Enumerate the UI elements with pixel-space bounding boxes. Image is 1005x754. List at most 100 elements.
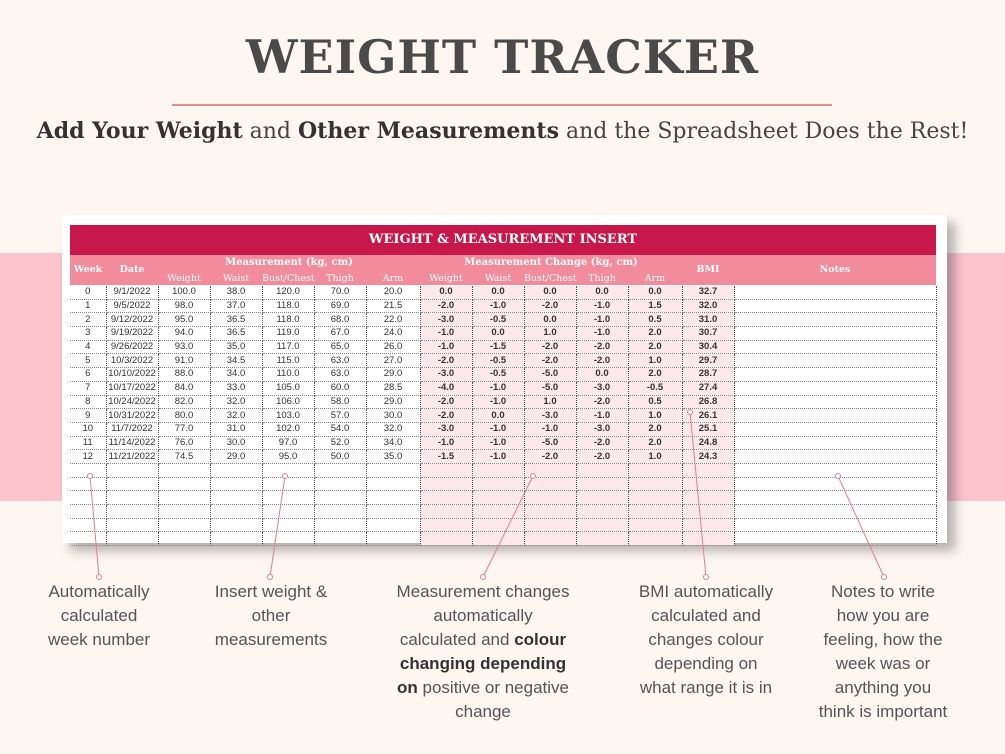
change-cell[interactable]: 1.0 bbox=[628, 408, 683, 423]
week-cell[interactable] bbox=[70, 518, 107, 533]
measurement-cell[interactable] bbox=[366, 518, 421, 533]
bmi-cell[interactable]: 29.7 bbox=[682, 353, 735, 369]
notes-cell[interactable] bbox=[734, 286, 937, 300]
change-cell[interactable] bbox=[472, 504, 525, 519]
bmi-cell[interactable]: 24.8 bbox=[682, 436, 735, 451]
measurement-cell[interactable] bbox=[366, 477, 421, 492]
change-cell[interactable] bbox=[628, 504, 683, 519]
measurement-cell[interactable] bbox=[210, 531, 263, 547]
change-cell[interactable]: -5.0 bbox=[524, 436, 577, 451]
change-cell[interactable] bbox=[472, 463, 525, 478]
week-cell[interactable] bbox=[70, 490, 107, 505]
change-cell[interactable]: -2.0 bbox=[524, 449, 577, 464]
week-cell[interactable]: 6 bbox=[70, 367, 107, 382]
change-cell[interactable] bbox=[420, 490, 473, 505]
measurement-cell[interactable]: 118.0 bbox=[262, 312, 315, 328]
change-cell[interactable]: -1.0 bbox=[472, 449, 525, 464]
measurement-cell[interactable]: 50.0 bbox=[314, 449, 367, 464]
bmi-cell[interactable]: 26.1 bbox=[682, 408, 735, 423]
notes-cell[interactable] bbox=[734, 408, 937, 423]
measurement-cell[interactable]: 69.0 bbox=[314, 299, 367, 314]
measurement-cell[interactable]: 118.0 bbox=[262, 299, 315, 314]
notes-cell[interactable] bbox=[734, 504, 937, 519]
date-cell[interactable]: 10/24/2022 bbox=[106, 395, 159, 410]
measurement-cell[interactable] bbox=[158, 531, 211, 547]
change-cell[interactable]: -5.0 bbox=[524, 367, 577, 382]
change-cell[interactable]: -2.0 bbox=[576, 436, 629, 451]
change-cell[interactable]: -1.5 bbox=[420, 449, 473, 464]
measurement-cell[interactable]: 95.0 bbox=[262, 449, 315, 464]
change-cell[interactable]: 0.0 bbox=[472, 286, 525, 300]
week-cell[interactable] bbox=[70, 477, 107, 492]
week-cell[interactable]: 11 bbox=[70, 436, 107, 451]
header-notes[interactable]: Notes bbox=[819, 264, 851, 275]
bmi-cell[interactable] bbox=[682, 490, 735, 505]
notes-cell[interactable] bbox=[734, 531, 937, 547]
measurement-cell[interactable]: 58.0 bbox=[314, 395, 367, 410]
measurement-cell[interactable] bbox=[262, 463, 315, 478]
change-cell[interactable]: -1.0 bbox=[576, 312, 629, 328]
measurement-cell[interactable] bbox=[314, 531, 367, 547]
date-cell[interactable] bbox=[106, 531, 159, 547]
measurement-cell[interactable] bbox=[314, 477, 367, 492]
measurement-cell[interactable]: 82.0 bbox=[158, 395, 211, 410]
bmi-cell[interactable]: 32.7 bbox=[682, 286, 735, 300]
change-cell[interactable]: 1.5 bbox=[628, 299, 683, 314]
change-cell[interactable]: -2.0 bbox=[524, 353, 577, 369]
measurement-cell[interactable]: 93.0 bbox=[158, 340, 211, 355]
measurement-cell[interactable]: 31.0 bbox=[210, 422, 263, 437]
bmi-cell[interactable]: 32.0 bbox=[682, 299, 735, 314]
bmi-cell[interactable] bbox=[682, 518, 735, 533]
measurement-cell[interactable]: 30.0 bbox=[366, 408, 421, 423]
change-cell[interactable] bbox=[576, 490, 629, 505]
measurement-cell[interactable]: 63.0 bbox=[314, 353, 367, 369]
change-cell[interactable]: 0.0 bbox=[576, 286, 629, 300]
measurement-cell[interactable]: 21.5 bbox=[366, 299, 421, 314]
measurement-cell[interactable] bbox=[262, 518, 315, 533]
notes-cell[interactable] bbox=[734, 463, 937, 478]
measurement-cell[interactable]: 30.0 bbox=[210, 436, 263, 451]
week-cell[interactable]: 3 bbox=[70, 326, 107, 341]
measurement-cell[interactable]: 97.0 bbox=[262, 436, 315, 451]
change-cell[interactable] bbox=[420, 477, 473, 492]
change-cell[interactable] bbox=[576, 518, 629, 533]
change-cell[interactable]: 0.0 bbox=[524, 286, 577, 300]
date-cell[interactable]: 9/26/2022 bbox=[106, 340, 159, 355]
measurement-cell[interactable]: 65.0 bbox=[314, 340, 367, 355]
change-cell[interactable] bbox=[576, 477, 629, 492]
measurement-cell[interactable]: 34.0 bbox=[210, 367, 263, 382]
change-cell[interactable]: -3.0 bbox=[420, 367, 473, 382]
measurement-cell[interactable]: 70.0 bbox=[314, 286, 367, 300]
date-cell[interactable] bbox=[106, 518, 159, 533]
change-cell[interactable]: -3.0 bbox=[576, 422, 629, 437]
change-cell[interactable] bbox=[472, 518, 525, 533]
change-cell[interactable]: -2.0 bbox=[524, 340, 577, 355]
measurement-cell[interactable] bbox=[210, 518, 263, 533]
measurement-cell[interactable]: 37.0 bbox=[210, 299, 263, 314]
change-cell[interactable] bbox=[472, 531, 525, 547]
notes-cell[interactable] bbox=[734, 340, 937, 355]
change-cell[interactable]: 2.0 bbox=[628, 367, 683, 382]
measurement-cell[interactable]: 120.0 bbox=[262, 286, 315, 300]
measurement-cell[interactable]: 117.0 bbox=[262, 340, 315, 355]
measurement-cell[interactable] bbox=[210, 463, 263, 478]
change-cell[interactable] bbox=[524, 477, 577, 492]
measurement-cell[interactable]: 91.0 bbox=[158, 353, 211, 369]
header-bmi[interactable]: BMI bbox=[696, 264, 720, 275]
measurement-cell[interactable] bbox=[158, 490, 211, 505]
bmi-cell[interactable]: 28.7 bbox=[682, 367, 735, 382]
measurement-cell[interactable] bbox=[314, 463, 367, 478]
change-cell[interactable]: -1.0 bbox=[472, 395, 525, 410]
bmi-cell[interactable]: 25.1 bbox=[682, 422, 735, 437]
measurement-cell[interactable]: 28.5 bbox=[366, 381, 421, 396]
measurement-cell[interactable]: 98.0 bbox=[158, 299, 211, 314]
measurement-cell[interactable]: 115.0 bbox=[262, 353, 315, 369]
measurement-cell[interactable]: 32.0 bbox=[366, 422, 421, 437]
change-cell[interactable]: -1.0 bbox=[576, 408, 629, 423]
change-cell[interactable]: 0.5 bbox=[628, 395, 683, 410]
change-cell[interactable] bbox=[420, 531, 473, 547]
date-cell[interactable]: 11/7/2022 bbox=[106, 422, 159, 437]
measurement-cell[interactable]: 103.0 bbox=[262, 408, 315, 423]
notes-cell[interactable] bbox=[734, 381, 937, 396]
date-cell[interactable] bbox=[106, 504, 159, 519]
